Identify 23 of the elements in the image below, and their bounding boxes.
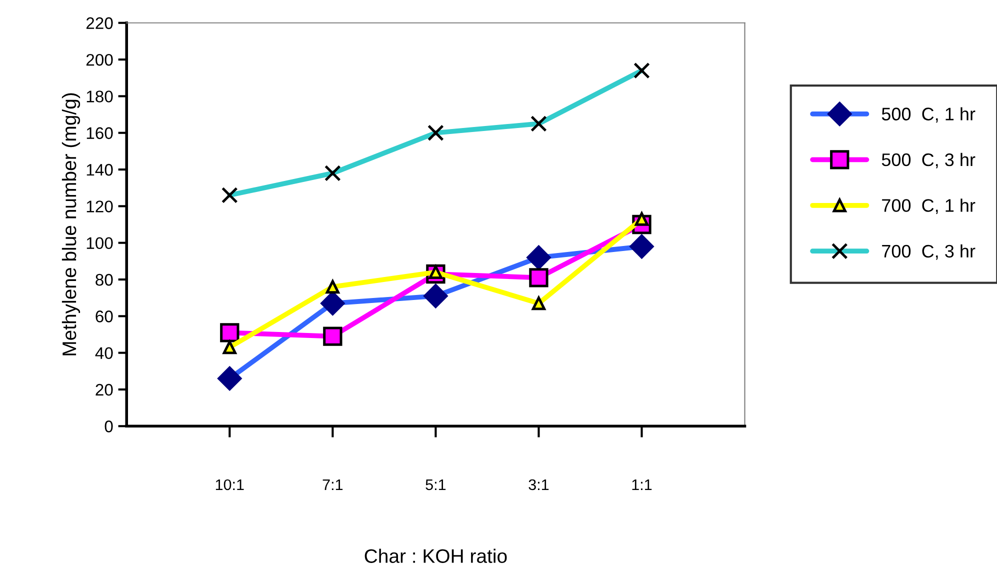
x-tick-label: 5:1 — [426, 479, 446, 490]
y-tick-label: 200 — [86, 54, 113, 66]
y-tick-label: 40 — [95, 347, 113, 360]
y-tick-label: 220 — [86, 17, 113, 30]
y-tick-label: 0 — [104, 420, 113, 432]
x-tick-label: 1:1 — [632, 479, 652, 490]
y-tick-label: 120 — [86, 200, 113, 212]
legend-label: 700 C, 3 hr — [882, 244, 976, 260]
x-tick-label: 7:1 — [322, 479, 343, 490]
y-axis-title: Methylene blue number (mg/g) — [62, 93, 80, 356]
y-tick-label: 160 — [86, 127, 113, 140]
y-tick-label: 100 — [86, 237, 113, 250]
x-tick-label: 3:1 — [528, 479, 549, 490]
y-tick-label: 180 — [86, 90, 113, 102]
legend-label: 500 C, 1 hr — [882, 107, 976, 123]
y-tick-label: 80 — [96, 274, 113, 286]
y-tick-label: 60 — [96, 310, 113, 322]
y-tick-label: 20 — [96, 384, 113, 396]
x-tick-label: 10:1 — [216, 479, 244, 490]
x-axis-title: Char : KOH ratio — [364, 548, 507, 563]
y-tick-label: 140 — [86, 164, 113, 176]
legend-label: 500 C, 3 hr — [882, 152, 976, 168]
legend-label: 700 C, 1 hr — [882, 198, 976, 214]
